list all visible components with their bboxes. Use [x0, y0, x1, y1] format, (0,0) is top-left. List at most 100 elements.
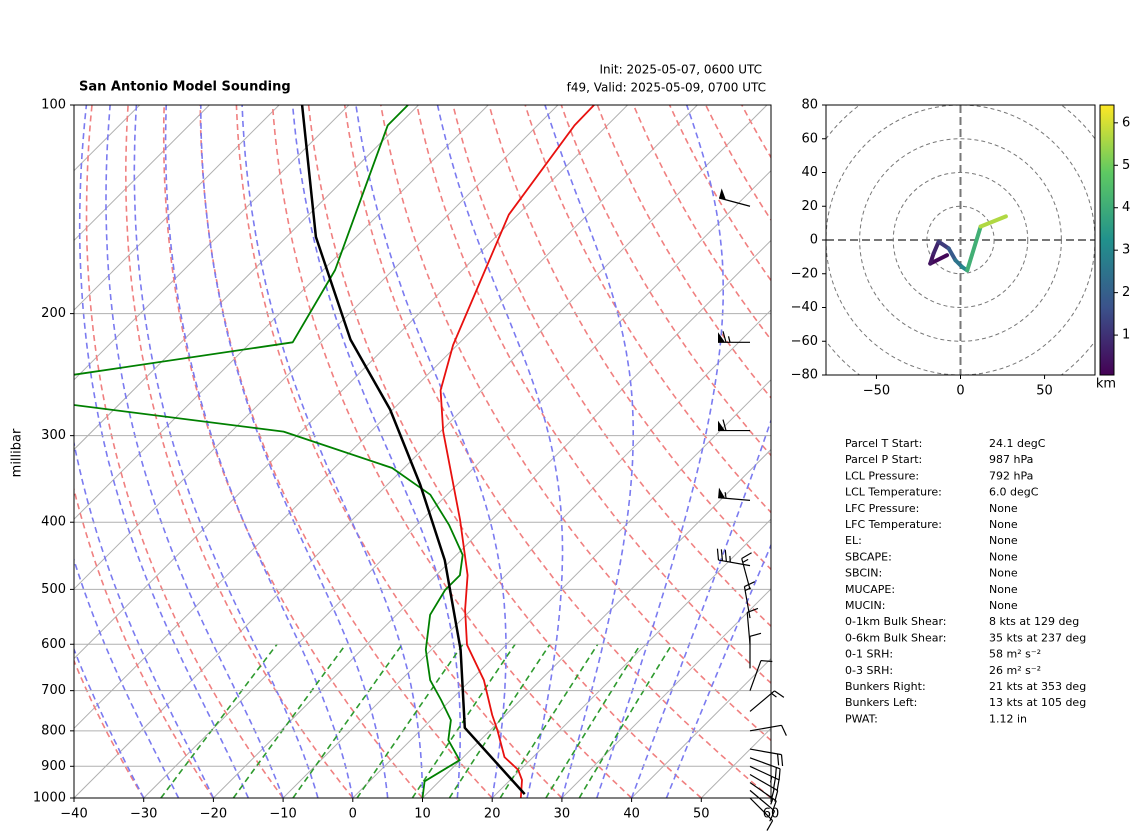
barb-staff: [749, 797, 774, 822]
parameter-value: 26 m² s⁻²: [989, 664, 1041, 677]
parameter-label: 0-3 SRH:: [845, 664, 893, 677]
y-tick-label: −20: [791, 266, 818, 281]
parameter-value: 13 kts at 105 deg: [989, 696, 1086, 709]
barb-full: [716, 548, 720, 561]
dry-adiabat: [416, 105, 771, 685]
dry-adiabat: [850, 105, 1142, 798]
wind-barb: [749, 765, 780, 792]
moist-adiabat: [241, 105, 424, 798]
parameter-value: 1.12 in: [989, 712, 1027, 725]
moist-adiabat: [74, 647, 145, 798]
isotherm: [631, 657, 771, 798]
hodograph-segment: [946, 246, 958, 263]
moist-adiabat: [630, 418, 771, 798]
barb-half: [742, 558, 749, 563]
parameter-value: None: [989, 599, 1018, 612]
moist-adiabat: [105, 105, 284, 798]
barb-full: [724, 550, 727, 562]
wind-barb: [718, 188, 751, 207]
x-tick-label: −50: [863, 384, 890, 399]
valid-time: f49, Valid: 2025-05-09, 0700 UTC: [567, 81, 766, 95]
isotherm: [74, 105, 559, 590]
profile-line: [439, 105, 595, 798]
mixing-ratio-line: [499, 643, 599, 798]
barb-full: [778, 768, 781, 781]
wind-barb: [749, 748, 784, 767]
moist-adiabat: [596, 105, 724, 798]
parameter-value: 21 kts at 353 deg: [989, 680, 1086, 693]
dry-adiabat: [596, 105, 771, 400]
colorbar: [1099, 104, 1115, 376]
hodograph-segment: [965, 224, 983, 273]
y-tick-label: −60: [791, 334, 818, 349]
barb-full: [720, 549, 724, 561]
x-tick-label: 60: [763, 807, 780, 822]
barb-full: [774, 767, 777, 779]
dry-adiabat: [560, 105, 771, 457]
isotherm: [74, 105, 698, 730]
y-tick-label: 200: [41, 306, 66, 321]
profile-line: [74, 105, 464, 798]
barb-full: [780, 725, 787, 736]
x-tick-label: 0: [349, 807, 357, 822]
barb-full: [744, 581, 756, 588]
y-tick-label: 400: [41, 515, 66, 530]
parameter-value: None: [989, 567, 1018, 580]
isotherm: [74, 105, 768, 798]
wind-barb: [718, 331, 750, 343]
parameter-label: LFC Pressure:: [845, 502, 919, 515]
barb-full: [766, 820, 774, 831]
dry-adiabat: [85, 105, 284, 798]
dry-adiabat: [452, 105, 771, 628]
mixing-ratio-line: [545, 643, 642, 798]
parameter-label: 0-1 SRH:: [845, 648, 893, 661]
wind-barb: [749, 797, 774, 831]
colorbar-label: km: [1096, 377, 1116, 392]
colorbar-tick-label: 2: [1122, 285, 1130, 300]
isotherm: [352, 379, 771, 798]
isotherm: [74, 105, 419, 451]
parameter-label: 0-1km Bulk Shear:: [845, 615, 947, 628]
x-tick-label: −30: [130, 807, 157, 822]
parameter-label: SBCIN:: [845, 567, 882, 580]
parameter-value: 987 hPa: [989, 453, 1033, 466]
parameter-value: 8 kts at 129 deg: [989, 615, 1079, 628]
x-tick-label: −20: [200, 807, 227, 822]
hodograph-segment: [931, 239, 941, 256]
barb-staff: [718, 496, 751, 501]
parameter-label: Parcel P Start:: [845, 453, 922, 466]
dry-adiabat: [632, 105, 771, 342]
parameter-value: None: [989, 518, 1018, 531]
dry-adiabat: [74, 486, 215, 798]
colorbar-tick-label: 5: [1122, 158, 1130, 173]
barb-flag: [719, 188, 726, 200]
wind-barb: [743, 581, 756, 619]
x-tick-label: 10: [414, 807, 431, 822]
parameter-value: 35 kts at 237 deg: [989, 631, 1086, 644]
barb-half: [724, 492, 727, 499]
moist-adiabat: [78, 105, 250, 798]
x-tick-label: 40: [623, 807, 640, 822]
parameter-value: None: [989, 583, 1018, 596]
moist-adiabat: [200, 105, 389, 798]
parameter-label: LCL Pressure:: [845, 469, 919, 482]
dry-adiabat: [668, 105, 771, 282]
parameter-value: 6.0 degC: [989, 486, 1039, 499]
barb-staff: [749, 789, 775, 812]
y-tick-label: 600: [41, 637, 66, 652]
y-tick-label: −40: [791, 300, 818, 315]
x-tick-label: 20: [484, 807, 501, 822]
barb-staff: [718, 559, 751, 567]
isotherm: [74, 105, 350, 381]
barb-full: [769, 810, 776, 822]
barb-staff: [749, 765, 780, 781]
barb-half: [727, 336, 731, 343]
x-tick-label: 0: [956, 384, 964, 399]
barb-full: [741, 552, 752, 559]
barb-staff: [749, 748, 782, 756]
isotherm: [74, 105, 489, 520]
colorbar-tick-label: 3: [1122, 243, 1130, 258]
dry-adiabat: [488, 105, 771, 571]
dry-adiabat: [235, 105, 563, 798]
